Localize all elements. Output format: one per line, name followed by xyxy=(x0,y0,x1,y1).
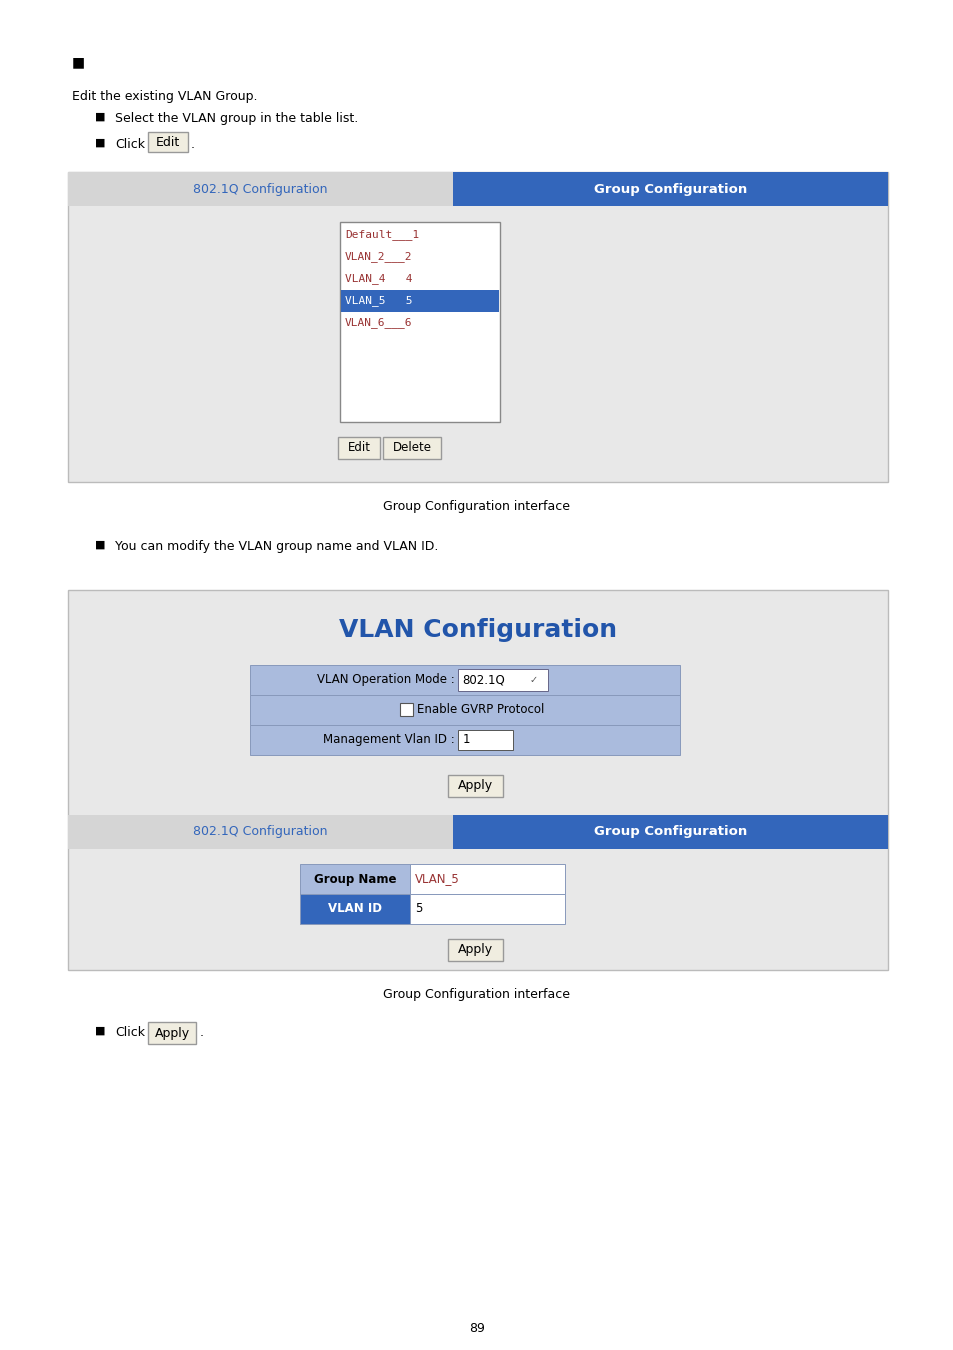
Text: ■: ■ xyxy=(71,55,85,69)
Text: Group Configuration interface: Group Configuration interface xyxy=(383,500,570,513)
Text: Click: Click xyxy=(115,138,145,151)
Text: 1: 1 xyxy=(462,733,470,747)
Text: 802.1Q Configuration: 802.1Q Configuration xyxy=(193,825,328,838)
Text: VLAN Operation Mode :: VLAN Operation Mode : xyxy=(317,674,455,687)
Text: VLAN_6___6: VLAN_6___6 xyxy=(345,317,412,328)
Text: Group Name: Group Name xyxy=(314,872,395,886)
Bar xyxy=(148,1022,195,1044)
Text: Apply: Apply xyxy=(457,944,493,957)
Text: Edit the existing VLAN Group.: Edit the existing VLAN Group. xyxy=(71,90,257,103)
Text: VLAN_4   4: VLAN_4 4 xyxy=(345,274,412,285)
Text: VLAN ID: VLAN ID xyxy=(328,903,381,915)
Text: VLAN_5: VLAN_5 xyxy=(415,872,459,886)
Bar xyxy=(250,725,679,755)
Bar xyxy=(68,815,453,849)
Bar xyxy=(382,437,440,459)
Text: VLAN Configuration: VLAN Configuration xyxy=(338,618,617,643)
Bar xyxy=(250,666,679,695)
Text: Select the VLAN group in the table list.: Select the VLAN group in the table list. xyxy=(115,112,358,126)
Text: VLAN_2___2: VLAN_2___2 xyxy=(345,251,412,262)
Text: Group Configuration interface: Group Configuration interface xyxy=(383,988,570,1000)
Text: Apply: Apply xyxy=(457,779,493,792)
Text: Apply: Apply xyxy=(154,1026,190,1040)
Bar xyxy=(68,171,887,482)
Bar xyxy=(250,695,679,725)
Bar xyxy=(448,775,502,796)
Bar xyxy=(339,221,499,423)
Text: ■: ■ xyxy=(95,112,106,122)
Text: Enable GVRP Protocol: Enable GVRP Protocol xyxy=(416,703,544,717)
Text: Management Vlan ID :: Management Vlan ID : xyxy=(323,733,455,747)
Text: Default___1: Default___1 xyxy=(345,230,418,240)
Bar xyxy=(399,703,413,716)
Text: Delete: Delete xyxy=(392,441,431,455)
Bar xyxy=(410,894,564,923)
Text: Edit: Edit xyxy=(155,135,180,148)
Text: Group Configuration: Group Configuration xyxy=(594,825,746,838)
Bar xyxy=(453,171,887,207)
Bar xyxy=(448,940,502,961)
Text: ■: ■ xyxy=(95,1026,106,1035)
Text: .: . xyxy=(200,1026,204,1040)
Text: .: . xyxy=(191,138,194,151)
Bar xyxy=(453,815,887,849)
Bar xyxy=(299,894,410,923)
Bar xyxy=(337,437,379,459)
Text: Click: Click xyxy=(115,1026,145,1040)
Text: 802.1Q: 802.1Q xyxy=(461,674,504,687)
Bar xyxy=(299,864,410,894)
Text: ✓: ✓ xyxy=(530,675,537,684)
Bar xyxy=(340,290,498,312)
Bar xyxy=(148,132,188,153)
Bar xyxy=(457,730,513,751)
Text: ■: ■ xyxy=(95,138,106,148)
Text: 89: 89 xyxy=(469,1322,484,1335)
Bar xyxy=(410,864,564,894)
Text: You can modify the VLAN group name and VLAN ID.: You can modify the VLAN group name and V… xyxy=(115,540,438,553)
Bar xyxy=(457,670,547,691)
Text: VLAN_5   5: VLAN_5 5 xyxy=(345,296,412,306)
Text: 802.1Q Configuration: 802.1Q Configuration xyxy=(193,182,328,196)
Text: ■: ■ xyxy=(95,540,106,549)
Text: Group Configuration: Group Configuration xyxy=(594,182,746,196)
Text: 5: 5 xyxy=(415,903,422,915)
Text: Edit: Edit xyxy=(347,441,370,455)
Bar xyxy=(68,590,887,971)
Bar xyxy=(68,171,453,207)
